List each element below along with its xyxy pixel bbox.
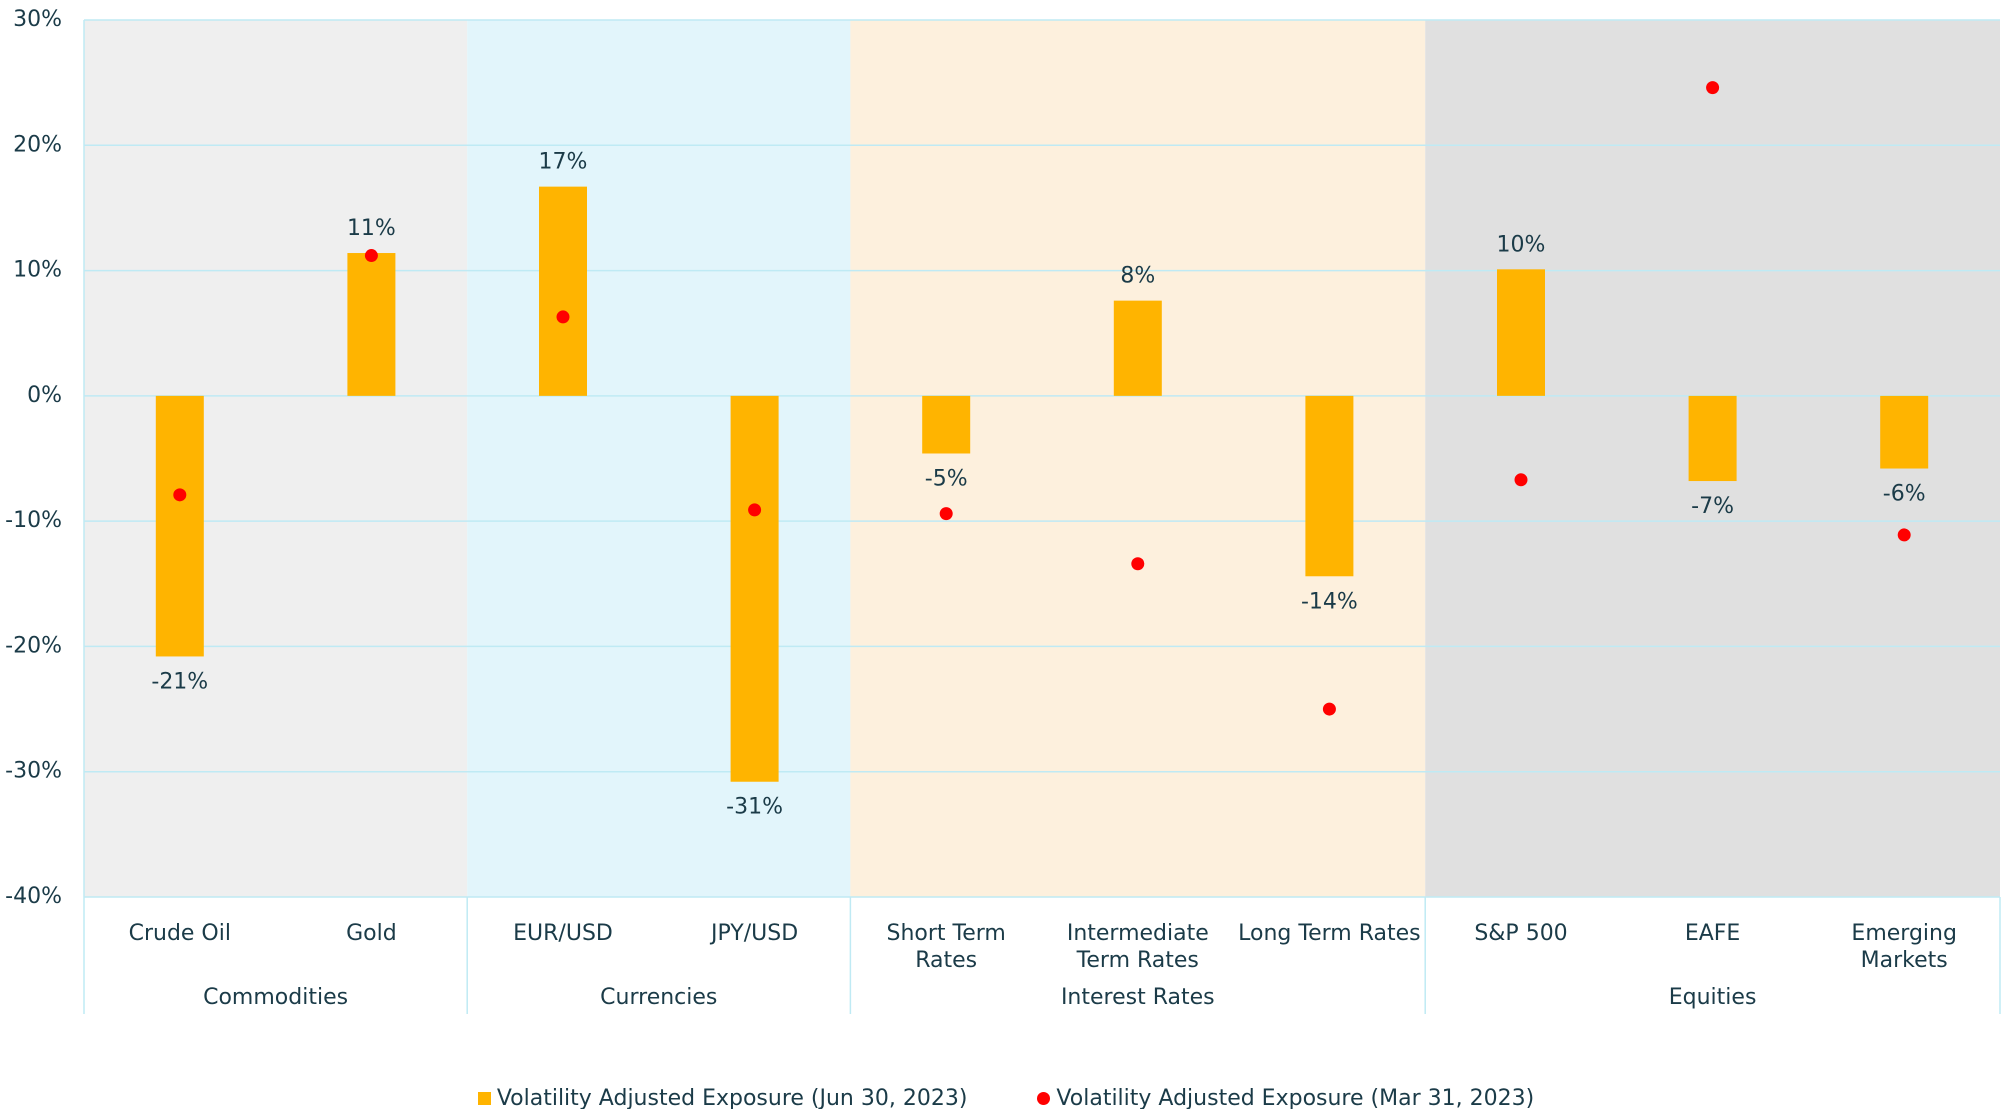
data-label: -5% (925, 466, 968, 491)
data-label: 11% (347, 216, 396, 241)
legend-item: Volatility Adjusted Exposure (Mar 31, 20… (1037, 1086, 1534, 1109)
legend: Volatility Adjusted Exposure (Jun 30, 20… (0, 1086, 2012, 1109)
bar (1688, 395, 1737, 482)
group-label: Commodities (203, 985, 349, 1010)
y-tick-label: 10% (13, 258, 62, 283)
bar (922, 395, 971, 454)
bar (1880, 395, 1929, 469)
bar (1497, 269, 1545, 396)
data-label: -21% (151, 669, 208, 694)
point (939, 507, 953, 521)
point (1706, 81, 1720, 95)
x-tick-label: Intermediate Term Rates (1066, 921, 1209, 973)
data-label: 17% (539, 150, 588, 175)
group-label: Interest Rates (1060, 985, 1215, 1010)
x-tick-label: EUR/USD (513, 921, 613, 946)
data-label: -6% (1883, 482, 1926, 507)
group-background (84, 20, 468, 897)
x-tick-label: Short Term Rates (886, 921, 1006, 973)
bar (155, 395, 204, 657)
x-tick-label: JPY/USD (711, 921, 799, 946)
legend-label: Volatility Adjusted Exposure (Mar 31, 20… (1056, 1086, 1535, 1109)
data-label: -7% (1691, 494, 1734, 519)
y-tick-label: 20% (13, 132, 62, 157)
data-label: -31% (726, 795, 783, 820)
bar (347, 253, 396, 396)
x-tick-label: EAFE (1684, 921, 1741, 946)
group-label: Currencies (600, 985, 718, 1010)
y-tick-label: -40% (5, 884, 62, 909)
point (556, 310, 570, 324)
bar (730, 395, 779, 782)
data-label: -14% (1301, 589, 1358, 614)
y-tick-label: -10% (5, 508, 62, 533)
x-tick-label: Emerging Markets (1851, 921, 1957, 973)
y-tick-label: -20% (5, 633, 62, 658)
y-tick-label: -30% (5, 759, 62, 784)
point (1514, 473, 1528, 487)
bar (1113, 300, 1162, 396)
data-label: 8% (1120, 264, 1155, 289)
legend-swatch (477, 1092, 491, 1105)
bar (1305, 395, 1354, 577)
point (1322, 702, 1336, 716)
group-label: Equities (1668, 985, 1757, 1010)
group-background (467, 20, 851, 897)
point (748, 503, 762, 517)
y-tick-label: 30% (13, 7, 62, 32)
x-tick-label: Crude Oil (128, 921, 231, 946)
point (364, 249, 378, 263)
x-tick-label: S&P 500 (1474, 921, 1568, 946)
x-tick-label: Gold (346, 921, 397, 946)
y-tick-label: 0% (27, 383, 62, 408)
point (1897, 528, 1911, 542)
legend-swatch (1037, 1092, 1051, 1105)
x-tick-label: Long Term Rates (1238, 921, 1421, 946)
legend-label: Volatility Adjusted Exposure (Jun 30, 20… (496, 1086, 968, 1109)
bar (539, 186, 587, 396)
data-label: 10% (1497, 232, 1546, 257)
legend-item: Volatility Adjusted Exposure (Jun 30, 20… (477, 1086, 968, 1109)
point (1131, 557, 1145, 571)
point (173, 488, 187, 502)
